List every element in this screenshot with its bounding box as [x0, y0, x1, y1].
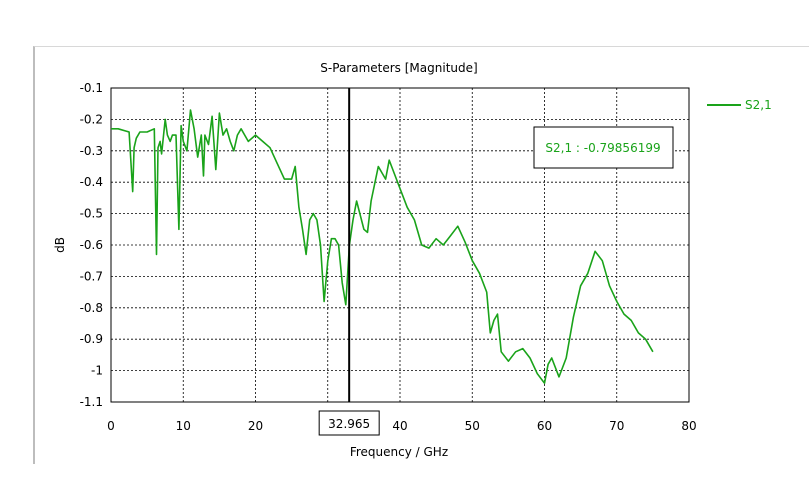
x-tick-label: 0 — [107, 419, 115, 433]
x-tick-label: 50 — [465, 419, 480, 433]
x-tick-label: 10 — [176, 419, 191, 433]
y-tick-label: -0.6 — [80, 238, 103, 252]
y-tick-label: -0.4 — [80, 175, 103, 189]
y-tick-label: -0.9 — [80, 332, 103, 346]
x-tick-label: 20 — [248, 419, 263, 433]
series-line — [111, 109, 654, 385]
y-tick-label: -1 — [91, 364, 103, 378]
marker-x-label: 32.965 — [328, 417, 370, 431]
x-axis-label: Frequency / GHz — [350, 445, 448, 459]
plot-window — [33, 46, 809, 464]
marker-layer: 32.965 S2,1 : -0.79856199 — [318, 88, 674, 436]
legend-entry: S2,1 — [745, 98, 772, 112]
y-tick-label: -0.7 — [80, 269, 103, 283]
legend: S2,1 — [707, 98, 772, 112]
marker-value-text: S2,1 : -0.79856199 — [545, 141, 660, 155]
y-axis-label: dB — [53, 237, 67, 253]
chart-title: S-Parameters [Magnitude] — [320, 61, 477, 75]
marker-value-box — [533, 126, 674, 169]
y-tick-label: -0.8 — [80, 301, 103, 315]
series-layer — [111, 109, 654, 385]
y-tick-label: -1.1 — [80, 395, 103, 409]
y-tick-label: -0.3 — [80, 144, 103, 158]
y-tick-label: -0.5 — [80, 207, 103, 221]
y-tick-label: -0.1 — [80, 81, 103, 95]
x-tick-label: 80 — [681, 419, 696, 433]
x-tick-label: 70 — [609, 419, 624, 433]
marker-x-box — [318, 410, 380, 436]
x-tick-label: 60 — [537, 419, 552, 433]
x-tick-label: 40 — [392, 419, 407, 433]
y-tick-label: -0.2 — [80, 112, 103, 126]
tick-labels: 01020304050607080-0.1-0.2-0.3-0.4-0.5-0.… — [80, 81, 697, 433]
